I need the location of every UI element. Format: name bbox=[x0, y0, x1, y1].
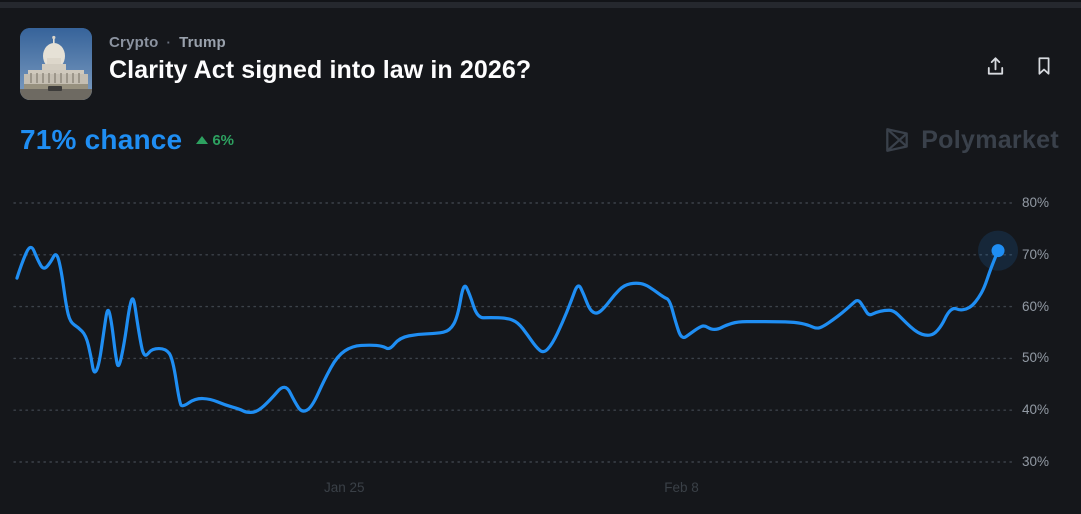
y-tick-label: 30% bbox=[1022, 454, 1050, 469]
last-point-dot bbox=[991, 244, 1005, 258]
chance-value: 71% chance bbox=[20, 124, 183, 155]
polymarket-wordmark: Polymarket bbox=[921, 125, 1059, 154]
delta-value: 6% bbox=[212, 131, 235, 149]
price-row: 71% chance 6% Polymarket bbox=[20, 124, 1059, 156]
probability-line bbox=[15, 245, 1000, 414]
title-block: Crypto · Trump Clarity Act signed into l… bbox=[109, 28, 531, 85]
polymarket-logo-icon bbox=[886, 128, 909, 152]
y-tick-label: 40% bbox=[1022, 402, 1050, 418]
y-tick-label: 60% bbox=[1022, 298, 1050, 314]
probability-chart[interactable]: 80% 70% 60% 50% 40% 30% Jan 25 Feb 8 bbox=[0, 188, 1081, 514]
x-tick-label: Jan 25 bbox=[324, 480, 365, 495]
price-delta: 6% bbox=[196, 132, 234, 149]
y-tick-label: 80% bbox=[1022, 195, 1050, 210]
x-tick-label: Feb 8 bbox=[664, 480, 699, 495]
market-image[interactable] bbox=[20, 28, 92, 100]
share-icon bbox=[987, 56, 1004, 75]
window-top-strip bbox=[0, 0, 1081, 8]
category-trump[interactable]: Trump bbox=[179, 34, 226, 51]
header-actions bbox=[984, 28, 1061, 78]
y-tick-label: 50% bbox=[1022, 350, 1050, 366]
category-separator: · bbox=[166, 35, 172, 50]
bookmark-icon bbox=[1038, 57, 1050, 75]
bookmark-button[interactable] bbox=[1033, 54, 1055, 78]
category-crypto[interactable]: Crypto bbox=[109, 34, 159, 51]
polymarket-watermark: Polymarket bbox=[883, 126, 1059, 155]
breadcrumb: Crypto · Trump bbox=[109, 34, 531, 51]
market-title: Clarity Act signed into law in 2026? bbox=[109, 56, 532, 84]
chart-canvas[interactable] bbox=[0, 188, 1081, 514]
share-button[interactable] bbox=[984, 55, 1007, 78]
capitol-building-image bbox=[20, 28, 92, 100]
y-tick-label: 70% bbox=[1022, 246, 1050, 262]
market-header: Crypto · Trump Clarity Act signed into l… bbox=[20, 28, 1061, 100]
up-arrow-icon bbox=[196, 136, 209, 144]
